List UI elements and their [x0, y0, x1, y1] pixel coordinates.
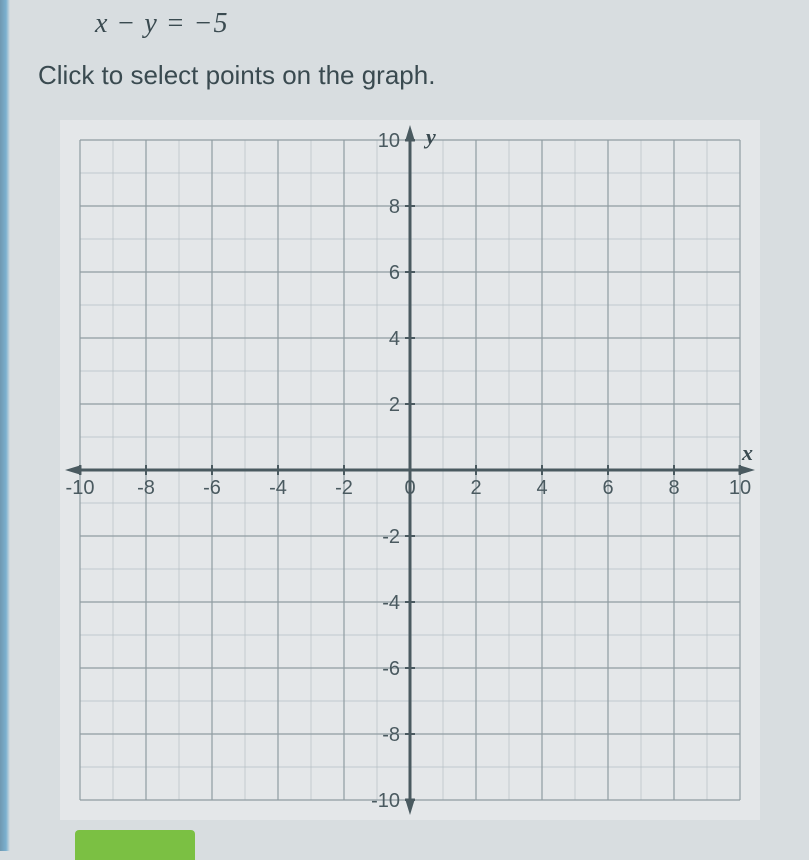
svg-text:y: y	[423, 124, 436, 149]
svg-text:6: 6	[389, 262, 400, 284]
equation-text: x − y = −5	[95, 8, 229, 40]
svg-text:6: 6	[602, 477, 613, 499]
svg-text:0: 0	[404, 477, 415, 499]
svg-text:x: x	[741, 440, 753, 465]
coordinate-graph[interactable]: -10 -8 -6 -4 -2 0 2 4 6 8 10 -10 -8 -6 -4 -2 2 4 6 8 10 y x	[60, 120, 760, 820]
action-button[interactable]	[75, 830, 195, 860]
svg-text:-2: -2	[335, 477, 353, 499]
svg-text:2: 2	[470, 477, 481, 499]
svg-text:-10: -10	[66, 477, 95, 499]
svg-text:8: 8	[668, 477, 679, 499]
svg-text:4: 4	[536, 477, 547, 499]
svg-text:10: 10	[378, 130, 400, 152]
svg-text:10: 10	[729, 477, 751, 499]
svg-text:8: 8	[389, 196, 400, 218]
graph-svg[interactable]: -10 -8 -6 -4 -2 0 2 4 6 8 10 -10 -8 -6 -4 -2 2 4 6 8 10 y x	[60, 120, 760, 820]
svg-text:4: 4	[389, 328, 400, 350]
svg-text:-8: -8	[137, 477, 155, 499]
svg-text:-8: -8	[382, 724, 400, 746]
svg-text:-4: -4	[382, 592, 400, 614]
instruction-text: Click to select points on the graph.	[38, 60, 435, 91]
svg-text:2: 2	[389, 394, 400, 416]
svg-text:-2: -2	[382, 526, 400, 548]
svg-text:-6: -6	[203, 477, 221, 499]
svg-text:-4: -4	[269, 477, 287, 499]
svg-text:-10: -10	[371, 790, 400, 812]
svg-text:-6: -6	[382, 658, 400, 680]
page-left-accent	[0, 0, 10, 851]
